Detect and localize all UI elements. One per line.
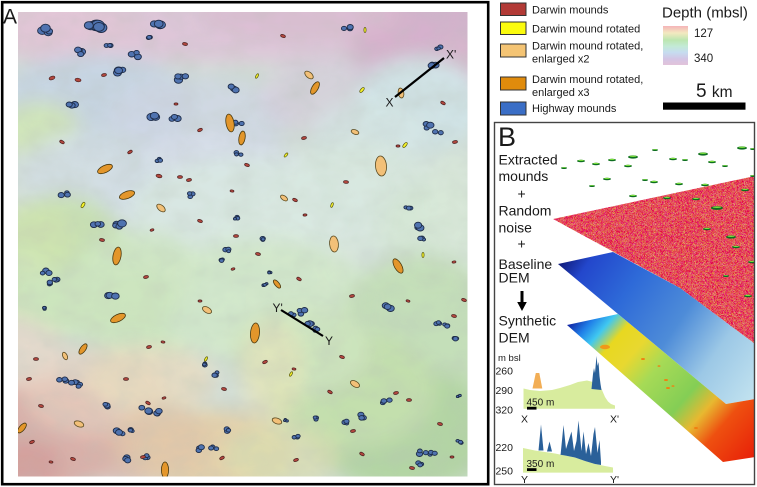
svg-text:noise: noise <box>499 220 533 236</box>
svg-text:X': X' <box>446 48 456 62</box>
svg-text:350 m: 350 m <box>527 459 555 470</box>
svg-text:enlarged x2: enlarged x2 <box>532 54 590 66</box>
svg-text:290: 290 <box>495 385 513 397</box>
svg-text:DEM: DEM <box>499 330 530 346</box>
svg-text:5 km: 5 km <box>696 81 733 102</box>
svg-text:Darwin mound rotated,: Darwin mound rotated, <box>532 41 643 53</box>
svg-text:260: 260 <box>495 366 513 378</box>
svg-text:320: 320 <box>495 405 513 417</box>
svg-text:Extracted: Extracted <box>499 152 558 168</box>
svg-text:mounds: mounds <box>499 168 549 184</box>
svg-text:Darwin mound rotated: Darwin mound rotated <box>532 24 640 36</box>
svg-text:Y': Y' <box>273 301 283 315</box>
svg-text:Highway mounds: Highway mounds <box>532 103 617 115</box>
svg-text:340: 340 <box>694 53 713 65</box>
svg-text:127: 127 <box>694 28 713 40</box>
svg-text:A: A <box>3 6 17 29</box>
svg-text:Depth (mbsl): Depth (mbsl) <box>662 5 748 22</box>
svg-text:+: + <box>518 236 526 252</box>
svg-text:Synthetic: Synthetic <box>499 313 557 329</box>
svg-text:Random: Random <box>499 203 552 219</box>
svg-text:250: 250 <box>495 466 513 478</box>
svg-text:+: + <box>518 186 526 202</box>
svg-text:DEM: DEM <box>499 270 530 286</box>
svg-text:Darwin mounds: Darwin mounds <box>532 5 609 17</box>
svg-text:Darwin mound rotated,: Darwin mound rotated, <box>532 74 643 86</box>
svg-text:Y': Y' <box>610 474 619 486</box>
svg-text:X: X <box>386 96 394 110</box>
svg-text:B: B <box>498 122 516 152</box>
svg-text:450 m: 450 m <box>527 398 555 409</box>
svg-text:Y: Y <box>521 474 528 486</box>
svg-text:m bsl: m bsl <box>498 353 521 364</box>
svg-text:X': X' <box>610 414 619 426</box>
svg-text:Baseline: Baseline <box>499 256 553 272</box>
svg-text:220: 220 <box>495 442 513 454</box>
svg-text:X: X <box>521 414 528 426</box>
svg-text:Y: Y <box>325 334 333 348</box>
svg-text:enlarged x3: enlarged x3 <box>532 87 590 99</box>
